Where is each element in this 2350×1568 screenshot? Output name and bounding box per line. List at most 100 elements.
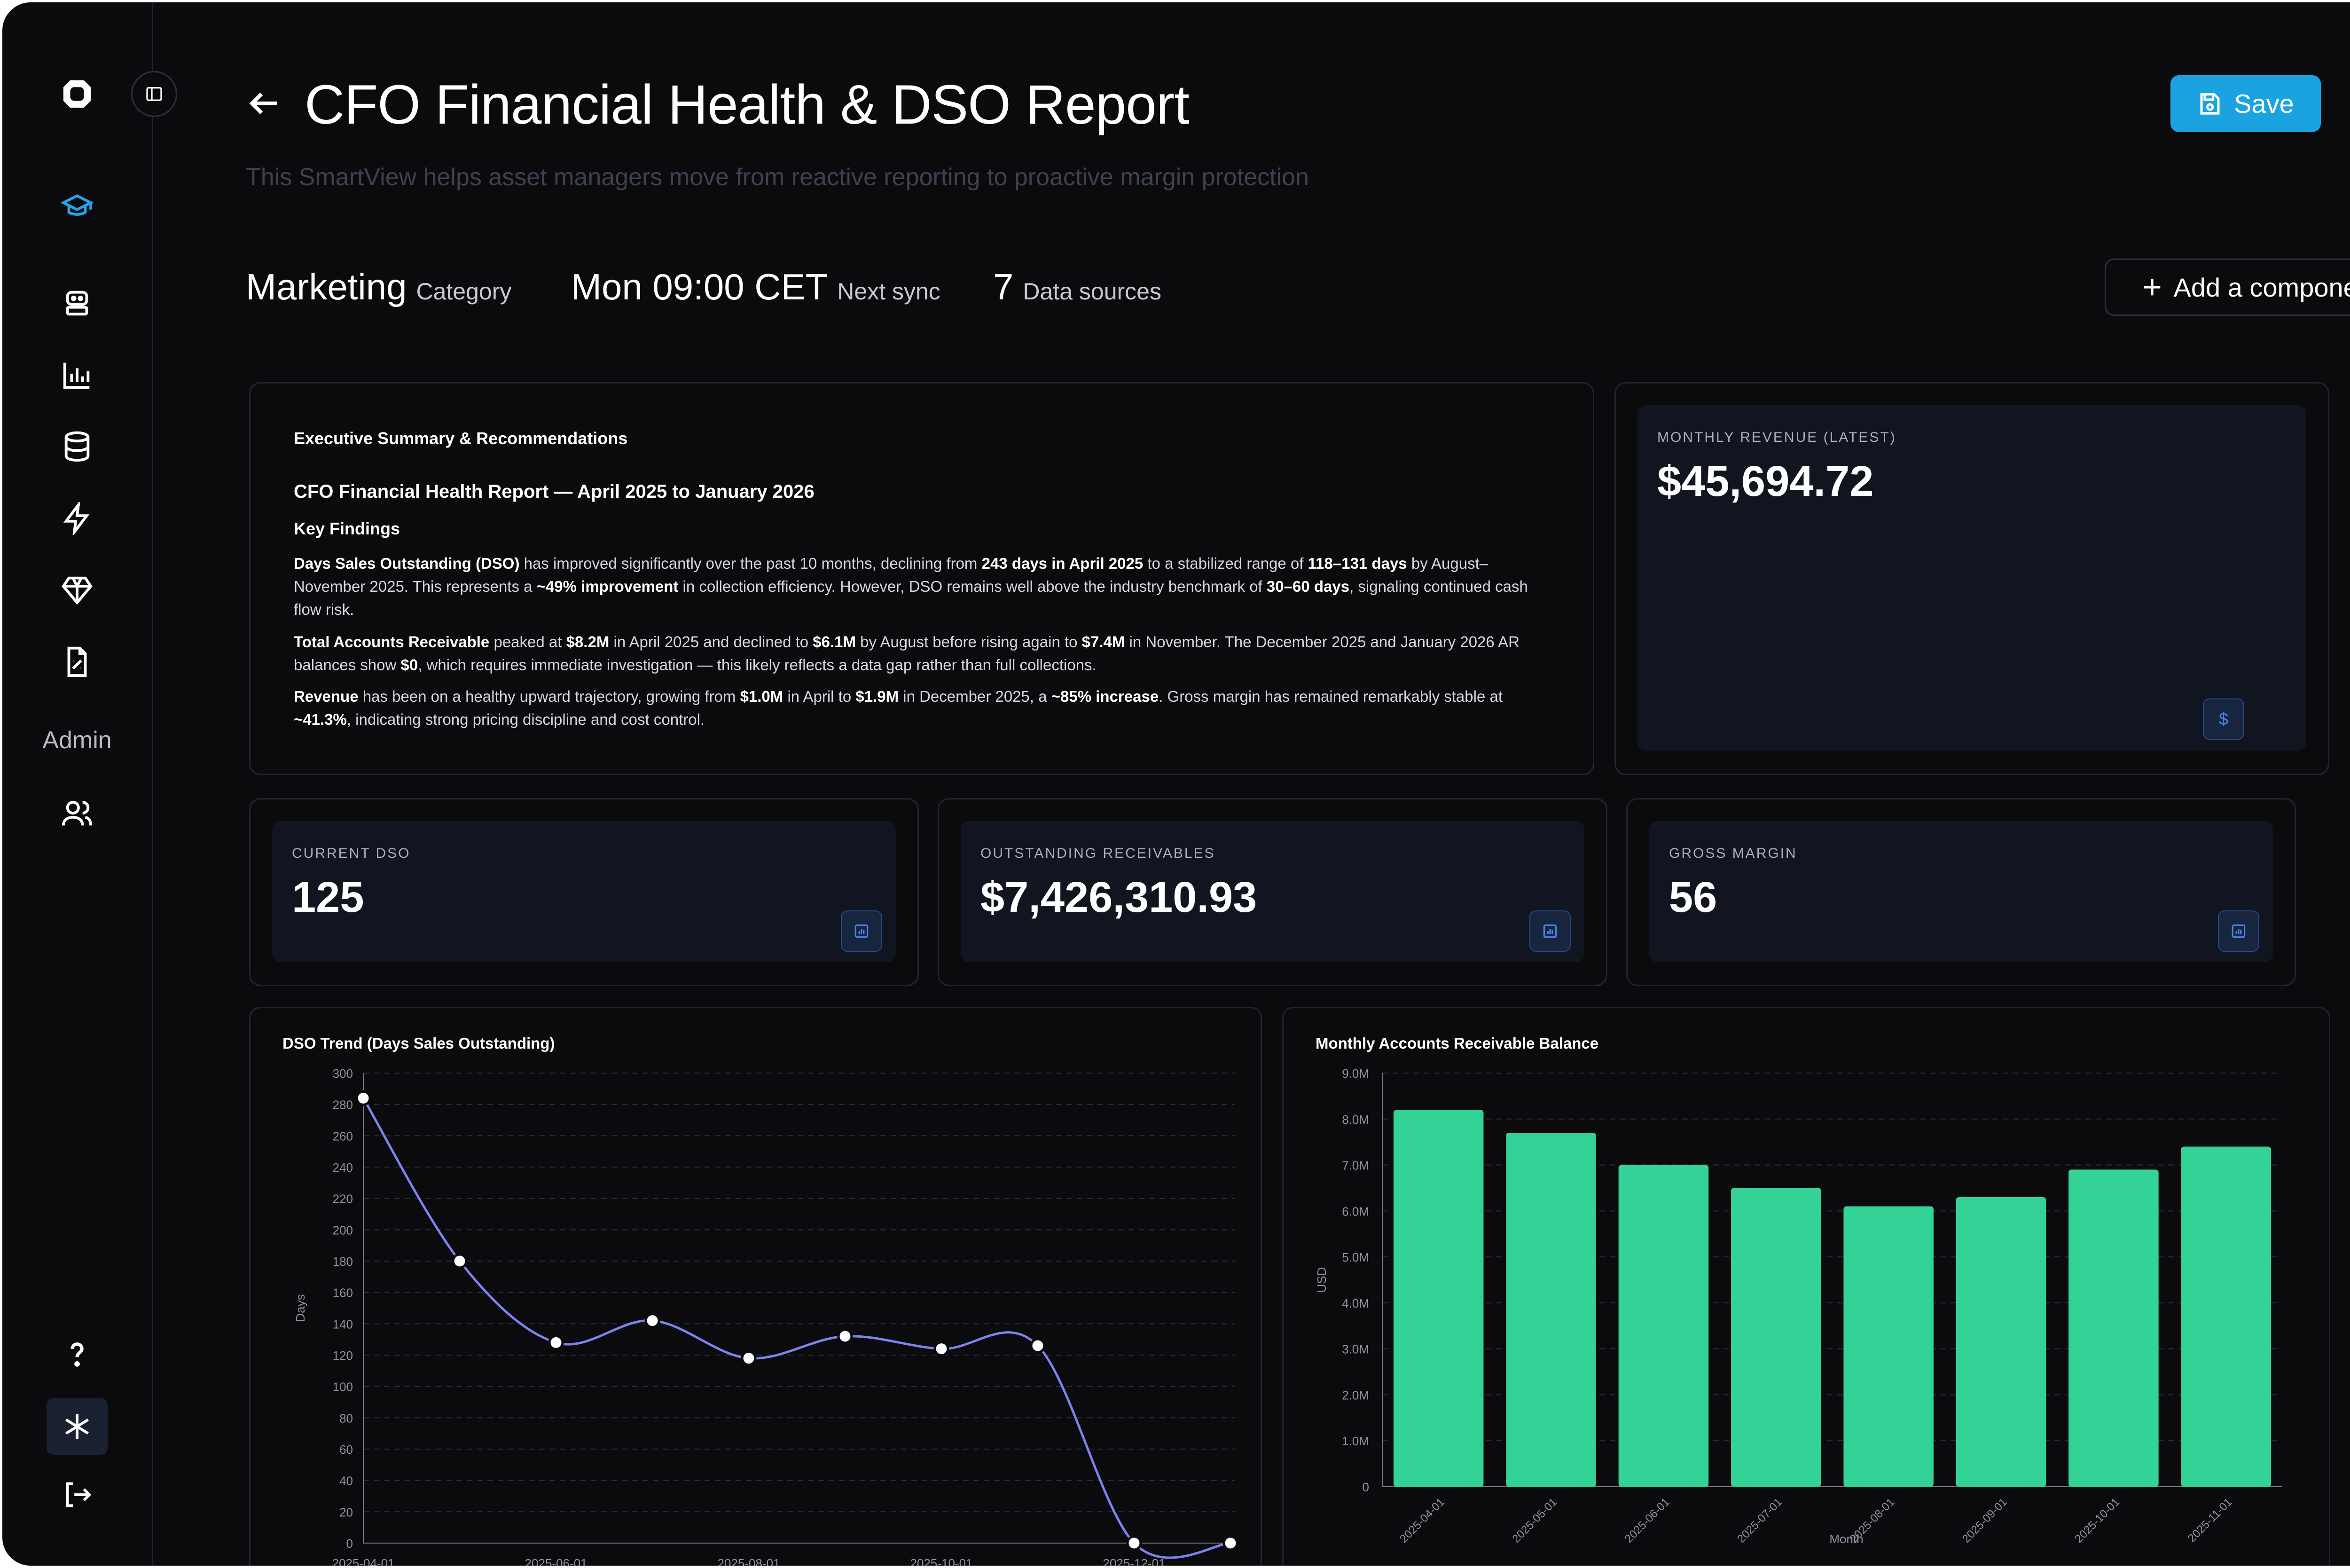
lightning-icon[interactable] — [51, 493, 103, 544]
outstanding-receivables-card: OUTSTANDING RECEIVABLES $7,426,310.93 — [938, 798, 1607, 986]
finding-revenue: Revenue has been on a healthy upward tra… — [294, 685, 1553, 731]
y-tick-label: 6.0M — [1342, 1204, 1369, 1218]
highlight-text: $8.2M — [566, 633, 610, 651]
body-text: in April 2025 and declined to — [609, 633, 813, 651]
users-icon[interactable] — [51, 787, 103, 839]
ar-bar — [1393, 1110, 1484, 1487]
highlight-text: 118–131 days — [1308, 555, 1407, 572]
y-tick-label: 20 — [339, 1505, 353, 1519]
ar-bar — [1618, 1165, 1709, 1487]
monthly-revenue-panel: MONTHLY REVENUE (LATEST) $45,694.72 $ — [1637, 405, 2306, 751]
dso-data-point — [933, 1341, 949, 1357]
database-icon[interactable] — [51, 421, 103, 472]
dso-data-point — [1126, 1535, 1142, 1551]
monthly-revenue-card: MONTHLY REVENUE (LATEST) $45,694.72 $ — [1614, 382, 2329, 775]
add-component-button[interactable]: Add a component — [2105, 259, 2350, 316]
sources-value: 7 — [993, 266, 1014, 307]
highlight-text: Revenue — [294, 688, 359, 705]
ar-bar-chart: 0 1.0M 2.0M 3.0M 4.0M 5.0M 6.0M 7.0M 8.0M 9.0M USD… — [1315, 1066, 2282, 1546]
executive-summary-card: Executive Summary & Recommendations CFO … — [249, 382, 1594, 775]
gross-margin-panel: GROSS MARGIN 56 — [1649, 821, 2273, 962]
dso-data-point — [452, 1253, 468, 1269]
highlight-text: ~85% increase — [1051, 688, 1159, 705]
y-tick-label: 3.0M — [1342, 1342, 1369, 1356]
report-file-icon[interactable] — [51, 636, 103, 688]
y-tick-label: 120 — [333, 1348, 353, 1363]
body-text: by August–November 2025. This represents… — [294, 555, 1488, 595]
current-dso-label: CURRENT DSO — [292, 846, 411, 861]
ar-bar — [1731, 1188, 1821, 1487]
body-text: by August before rising again to — [856, 633, 1082, 651]
y-tick-label: 280 — [333, 1098, 353, 1112]
finding-dso: Days Sales Outstanding (DSO) has improve… — [294, 552, 1553, 621]
back-arrow-icon[interactable] — [246, 85, 283, 122]
body-text: , which requires immediate investigation… — [418, 656, 1097, 674]
y-tick-label: 0 — [1363, 1480, 1369, 1494]
body-text: to a stabilized range of — [1143, 555, 1308, 572]
gross-margin-value: 56 — [1669, 873, 1717, 921]
chart-icon[interactable] — [2218, 910, 2259, 952]
y-tick-label: 300 — [333, 1066, 353, 1081]
highlight-text: $1.0M — [740, 688, 783, 705]
diamond-icon[interactable] — [51, 564, 103, 616]
y-tick-label: 2.0M — [1342, 1388, 1369, 1402]
x-tick-label: 2025-09-01 — [1960, 1496, 2010, 1545]
logo-icon[interactable] — [51, 68, 103, 120]
meta-category: Marketing Category — [246, 266, 511, 308]
y-axis-label: USD — [1315, 1267, 1329, 1293]
x-tick-label: 2025-12-01 — [1103, 1556, 1166, 1566]
dso-data-point — [644, 1313, 660, 1329]
dso-data-point — [1030, 1338, 1046, 1354]
main-content: CFO Financial Health & DSO Report This S… — [152, 2, 2350, 1566]
y-tick-label: 240 — [333, 1160, 353, 1175]
y-tick-label: 160 — [333, 1286, 353, 1300]
dso-data-point — [355, 1090, 371, 1106]
y-axis-label: Days — [293, 1294, 307, 1322]
sidebar-toggle-button[interactable] — [131, 71, 177, 117]
save-button[interactable]: Save — [2170, 75, 2321, 132]
y-tick-label: 80 — [339, 1411, 353, 1425]
body-text: peaked at — [489, 633, 566, 651]
graduation-cap-icon[interactable] — [51, 181, 103, 233]
outstanding-receivables-label: OUTSTANDING RECEIVABLES — [980, 846, 1215, 861]
body-text: in April to — [783, 688, 856, 705]
x-tick-label: 2025-10-01 — [2072, 1496, 2122, 1545]
y-tick-label: 1.0M — [1342, 1434, 1369, 1448]
sync-label: Next sync — [837, 278, 940, 305]
current-dso-card: CURRENT DSO 125 — [249, 798, 919, 986]
x-tick-label: 2025-04-01 — [1397, 1496, 1447, 1545]
highlight-text: 243 days in April 2025 — [981, 555, 1144, 572]
admin-section-label: Admin — [42, 727, 112, 754]
meta-data-sources: 7 Data sources — [993, 266, 1161, 308]
y-tick-label: 0 — [346, 1537, 353, 1551]
robot-icon[interactable] — [51, 277, 103, 329]
gross-margin-label: GROSS MARGIN — [1669, 846, 1797, 861]
chart-icon[interactable] — [841, 910, 882, 952]
highlight-text: $6.1M — [813, 633, 856, 651]
dso-trend-card: DSO Trend (Days Sales Outstanding) 0 20 40… — [249, 1007, 1262, 1566]
y-tick-label: 4.0M — [1342, 1296, 1369, 1310]
dollar-icon[interactable]: $ — [2203, 698, 2244, 740]
x-tick-label: 2025-10-01 — [910, 1556, 973, 1566]
gross-margin-card: GROSS MARGIN 56 — [1626, 798, 2296, 986]
x-tick-label: 2025-08-01 — [718, 1556, 780, 1566]
save-label: Save — [2234, 89, 2294, 118]
x-tick-label: 2025-07-01 — [1735, 1496, 1785, 1545]
bar-chart-icon[interactable] — [51, 349, 103, 401]
x-tick-label: 2025-06-01 — [525, 1556, 588, 1566]
outstanding-receivables-value: $7,426,310.93 — [980, 873, 1257, 921]
logout-icon[interactable] — [51, 1469, 103, 1521]
y-tick-label: 200 — [333, 1223, 353, 1237]
page-title: CFO Financial Health & DSO Report — [305, 74, 1190, 136]
chart-icon[interactable] — [1529, 910, 1571, 952]
body-text: in collection efficiency. However, DSO r… — [678, 578, 1267, 595]
ar-bar — [2181, 1146, 2272, 1487]
summary-heading: Executive Summary & Recommendations — [294, 429, 628, 448]
sparkle-icon[interactable] — [47, 1398, 108, 1455]
y-tick-label: 8.0M — [1342, 1113, 1369, 1127]
finding-ar: Total Accounts Receivable peaked at $8.2… — [294, 630, 1553, 676]
key-findings-heading: Key Findings — [294, 519, 400, 538]
help-icon[interactable] — [51, 1328, 103, 1380]
sources-label: Data sources — [1023, 278, 1161, 305]
